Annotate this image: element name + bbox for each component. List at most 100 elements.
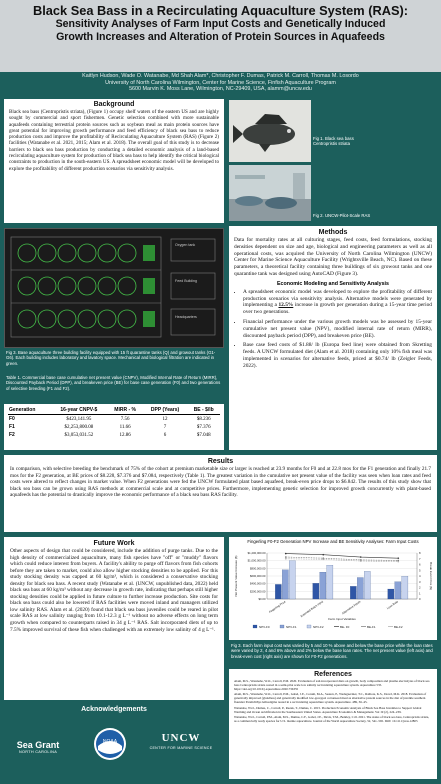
table1-caption: Table 1. Commercial base case cumulative… [6, 375, 221, 391]
y-tick-label: $1,000,000.00 [248, 559, 266, 563]
table-cell: F2 [9, 432, 15, 438]
legend-label: NPV-F2 [313, 625, 324, 629]
x-category-label: Extended Batch Input [300, 599, 324, 618]
ack-heading: Acknowledgements [81, 706, 147, 713]
background-text: Black sea bass (Centropristis striata), … [9, 109, 219, 172]
y-tick-label: $1,200,000.00 [248, 551, 266, 555]
bar-npv-f1 [319, 572, 327, 600]
x-category-label: Fingerling Price [268, 599, 287, 614]
methods-heading: Methods [318, 229, 348, 236]
legend-swatch [279, 624, 285, 629]
be-point [359, 560, 362, 562]
y2-axis-label: Break Even Price ($) [429, 562, 433, 590]
table-cell: 7.56 [120, 416, 130, 422]
results-panel: Results In comparison, with selective br… [4, 455, 437, 532]
y2-tick-label: 6 [419, 563, 421, 567]
author-affiliation: University of North Carolina Wilmington,… [105, 79, 336, 86]
poster-title-line1: Black Sea Bass in a Recirculating Aquacu… [32, 3, 409, 18]
growth-increase-value: 12.5% [278, 302, 294, 309]
y2-tick-label: 3 [419, 580, 421, 584]
author-names: Kaitlyn Hudson, Wade O. Watanabe, Md Sha… [82, 73, 359, 79]
y-axis-label: Net Present Value Increase ($) [234, 556, 238, 597]
noaa-logo: NOAA [94, 728, 126, 760]
references-panel: References Alam, M.S., Watanabe, W.O., C… [229, 669, 437, 779]
fig4-caption: Fig 3. Each farm input cost was varied b… [231, 643, 433, 659]
reference-item: Alam, M.S., Watanabe, W.O., Carroll, P.M… [234, 679, 430, 692]
background-panel: Background Black sea bass (Centropristis… [4, 99, 224, 223]
y2-tick-label: 8 [419, 551, 421, 555]
table-cell: $7.376 [196, 424, 211, 430]
fig2-caption: Fig 2. UNCW-Pilot-Scale RAS [313, 213, 371, 218]
bar-npv-f0 [350, 586, 357, 600]
poster-title-line2: Sensitivity Analyses of Farm Input Costs… [55, 18, 386, 30]
table-cell: F0 [9, 416, 15, 422]
poster-title-band: Black Sea Bass in a Recirculating Aquacu… [0, 0, 441, 72]
y2-tick-label: 0 [419, 597, 421, 601]
be-point [397, 557, 400, 559]
table-cell: $423,141.95 [66, 416, 92, 422]
methods-panel: Methods Data for mortality rates at all … [229, 226, 437, 450]
table1-grid: Generation 16-year CNPV-$ MIRR - % DPP (… [8, 406, 220, 439]
be-point [359, 556, 362, 558]
be-point [397, 560, 400, 563]
legend-label: BE-F1 [367, 625, 376, 629]
table-cell: F1 [9, 424, 15, 430]
label-oxygen-tank: Oxygen tank [175, 243, 196, 247]
legend-label: NPV-F1 [286, 625, 297, 629]
chart-title: Fingerling F0-F2 Generation NPV Increase… [247, 539, 419, 544]
x-category-label: Loan Rate [386, 599, 399, 610]
fig1-caption: Fig 1. Black sea bass Centropristis stri… [313, 136, 354, 147]
bar-npv-f2 [401, 576, 409, 600]
table-cell: $2,253,800.08 [64, 424, 94, 430]
author-address: 5600 Marvin K. Moss Lane, Wilmington, NC… [129, 86, 312, 93]
table1: Generation 16-year CNPV-$ MIRR - % DPP (… [4, 404, 224, 450]
x-category-label: Alternative Feeds [341, 599, 362, 615]
uncw-cms-logo: UNCW CENTER FOR MARINE SCIENCE [149, 732, 213, 750]
table-cell: 7 [163, 424, 167, 430]
y2-tick-label: 4 [419, 574, 421, 578]
bar-npv-f2 [326, 565, 334, 600]
table-row: F2 $3,053,031.52 12.86 6 $7.048 [8, 431, 220, 439]
be-point [284, 552, 287, 555]
legend-label: BE- F0 [340, 625, 350, 629]
legend-swatch [306, 624, 312, 629]
be-point [322, 553, 325, 556]
ras-facility-photo [229, 165, 311, 221]
author-block: Kaitlyn Hudson, Wade O. Watanabe, Md Sha… [0, 72, 441, 98]
background-heading: Background [93, 101, 135, 108]
be-point [284, 557, 287, 560]
label-feed-building: Feed Building [175, 279, 197, 283]
legend-label: BE-F2 [394, 625, 403, 629]
future-work-heading: Future Work [93, 540, 135, 547]
y-tick-label: $400,000.00 [250, 582, 266, 586]
bar-npv-f0 [275, 584, 282, 600]
y2-tick-label: 2 [419, 586, 421, 590]
y2-tick-label: 5 [419, 568, 421, 572]
be-point [397, 559, 400, 562]
poster-title-line3: Growth Increases and Alteration of Prote… [56, 30, 385, 43]
bar-npv-f0 [312, 583, 320, 600]
col-header: MIRR - % [107, 406, 143, 415]
table-cell: $8.236 [196, 416, 211, 422]
methods-bullet: Base case feed costs of $1.88/ lb (Europ… [243, 342, 432, 369]
table-cell: 11.66 [119, 424, 131, 430]
results-heading: Results [207, 458, 234, 465]
npv-be-chart: $0.00 $200,000.00 $400,000.00 $600,000.00 $8… [234, 551, 433, 629]
col-header: 16-year CNPV-$ [50, 406, 108, 415]
y-tick-label: $600,000.00 [250, 574, 266, 578]
col-header: BE - $/lb [187, 406, 220, 415]
bar-npv-f1 [282, 569, 289, 600]
be-point [284, 556, 287, 558]
economic-modeling-subheading: Economic Modeling and Sensitivity Analys… [277, 280, 389, 287]
methods-bullets: A spreadsheet economic model was develop… [234, 289, 432, 370]
black-sea-bass-photo [229, 100, 311, 162]
y2-tick-label: 7 [419, 557, 421, 561]
fig3-caption: Fig 3. Base aquaculture three building f… [6, 350, 216, 366]
svg-text:NOAA: NOAA [103, 739, 118, 745]
facility-layout-drawing: Oxygen tank Feed Building Headquarters [4, 228, 224, 348]
be-line [285, 553, 399, 559]
methods-bullet: Financial performance under the various … [243, 319, 432, 339]
y-tick-label: $200,000.00 [250, 589, 266, 593]
be-line [285, 558, 399, 562]
x-axis-label: Farm Input Variables [328, 617, 356, 621]
